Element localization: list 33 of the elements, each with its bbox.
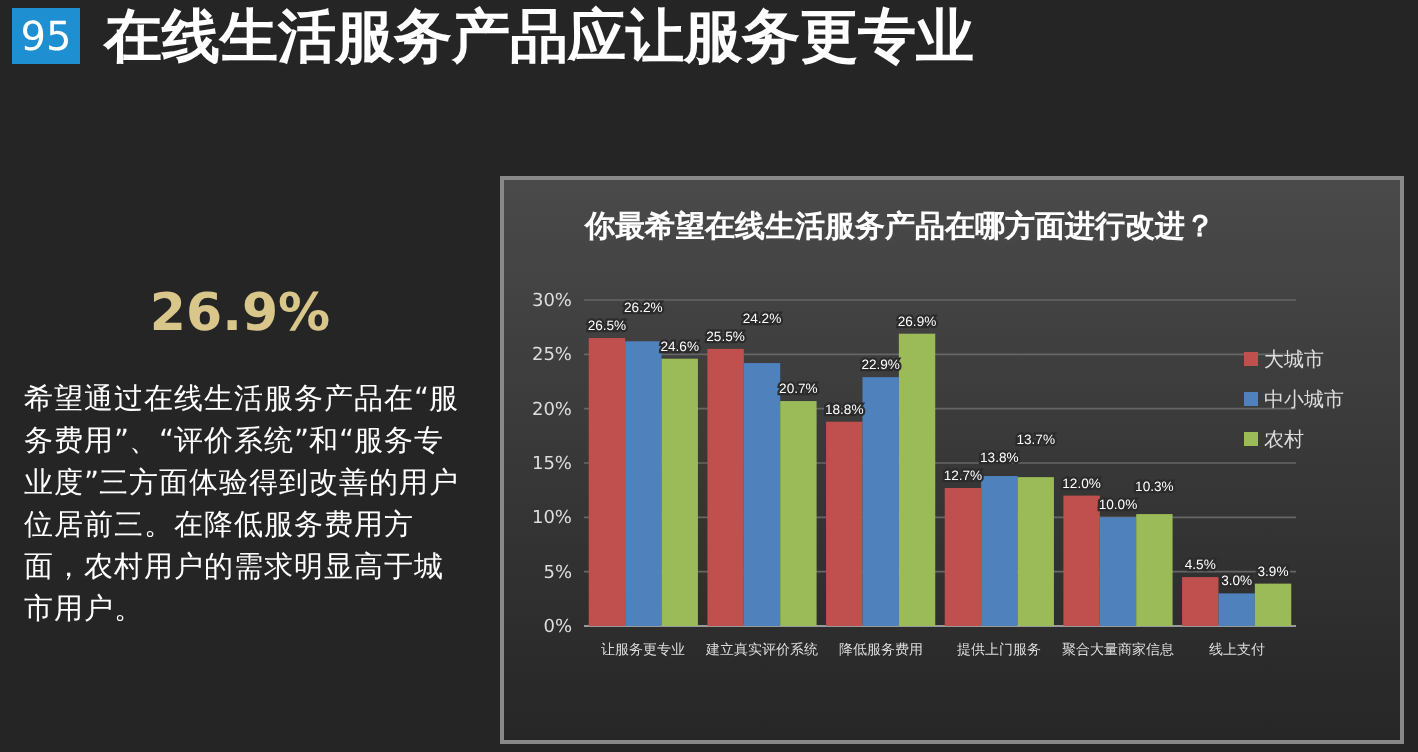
subtitle: 你最希望在线生活服务产品在哪方面进行改进？: [585, 208, 1215, 244]
bar: [1254, 583, 1292, 626]
legend-label: 农村: [1264, 428, 1304, 452]
bar: [743, 363, 781, 626]
bar: [1218, 593, 1255, 626]
title: 在线生活服务产品应让服务更专业: [104, 0, 974, 72]
bar: [780, 401, 817, 626]
bar: [1017, 477, 1054, 626]
y-tick-label: 30%: [531, 292, 573, 312]
legend-label: 中小城市: [1264, 388, 1344, 412]
bar: [981, 476, 1018, 626]
y-tick-label: 10%: [531, 509, 573, 530]
y-tick-label: 15%: [531, 455, 573, 475]
y-tick-label: 25%: [531, 346, 573, 367]
y-tick-label: 5%: [543, 563, 573, 584]
bar: [826, 421, 863, 626]
bar: [862, 377, 899, 626]
bar: [1099, 517, 1137, 626]
annotation: 希望通过在线生活服务产品在“服务费用”、“评价系统”和“服务专业度”三方面体验得到改善的用户位居前三。在降低服务费用方面，农村用户的需求明显高于城市用户。: [24, 382, 462, 630]
bar: [661, 358, 698, 626]
bar: [707, 348, 744, 626]
legend-label: 大城市: [1264, 348, 1324, 372]
bar: [898, 333, 936, 626]
bar: [588, 338, 626, 626]
bar: [1063, 495, 1100, 626]
bar: [944, 487, 982, 626]
annotation: 26.9%: [147, 284, 333, 344]
annotation: 95: [12, 8, 80, 64]
y-tick-label: 0%: [543, 618, 573, 638]
bar: [625, 341, 662, 626]
bar: [1182, 577, 1219, 626]
y-tick-label: 20%: [531, 400, 573, 421]
bar: [1136, 514, 1173, 626]
